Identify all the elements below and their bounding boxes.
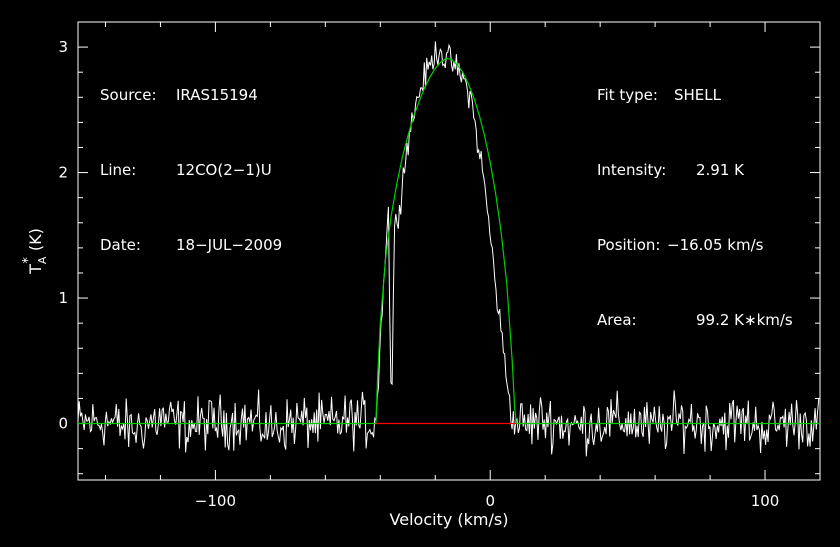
y-axis-label-subscript: A	[36, 256, 49, 264]
info-row-intensity: Intensity: 2.91 K	[597, 158, 793, 183]
position-value: −16.05 km/s	[667, 236, 764, 254]
info-row-line: Line: 12CO(2−1)U	[100, 158, 282, 183]
y-axis-label-unit: (K)	[26, 228, 45, 251]
x-tick-label: 0	[485, 492, 495, 510]
y-tick-label: 1	[58, 289, 68, 307]
info-row-fit-type: Fit type: SHELL	[597, 83, 793, 108]
observed-spectrum-line	[77, 41, 820, 457]
area-label: Area:	[597, 311, 637, 329]
axis-tick-labels: −100 0 100 0 1 2 3	[58, 38, 779, 510]
info-row-position: Position: −16.05 km/s	[597, 233, 793, 258]
y-axis-label: TA* (K)	[21, 228, 49, 275]
y-axis-label-symbol: T	[26, 264, 45, 275]
position-label: Position:	[597, 236, 661, 254]
y-tick-label: 2	[58, 164, 68, 182]
line-label: Line:	[100, 161, 137, 179]
line-value: 12CO(2−1)U	[176, 161, 272, 179]
series-layer	[77, 41, 820, 457]
plot-frame	[77, 21, 821, 481]
info-row-source: Source: IRAS15194	[100, 83, 282, 108]
x-tick-label: −100	[195, 492, 236, 510]
y-axis-label-superscript: *	[21, 257, 36, 264]
svg-text:TA*(K): TA* (K)	[21, 228, 49, 275]
shell-fit-line	[78, 57, 820, 425]
observation-info: Source: IRAS15194 Line: 12CO(2−1)U Date:…	[100, 33, 282, 283]
intensity-label: Intensity:	[597, 161, 667, 179]
info-row-date: Date: 18−JUL−2009	[100, 233, 282, 258]
intensity-value: 2.91 K	[696, 161, 745, 179]
date-label: Date:	[100, 236, 141, 254]
source-value: IRAS15194	[176, 86, 258, 104]
source-label: Source:	[100, 86, 157, 104]
fit-info: Fit type: SHELL Intensity: 2.91 K Positi…	[597, 33, 793, 358]
y-tick-label: 0	[58, 415, 68, 433]
info-row-area: Area: 99.2 K∗km/s	[597, 308, 793, 333]
x-axis-label: Velocity (km/s)	[390, 510, 509, 529]
area-value: 99.2 K∗km/s	[696, 311, 793, 329]
fit-type-label: Fit type:	[597, 86, 658, 104]
fit-type-value: SHELL	[674, 86, 721, 104]
y-tick-label: 3	[58, 38, 68, 56]
date-value: 18−JUL−2009	[176, 236, 283, 254]
x-tick-label: 100	[751, 492, 780, 510]
